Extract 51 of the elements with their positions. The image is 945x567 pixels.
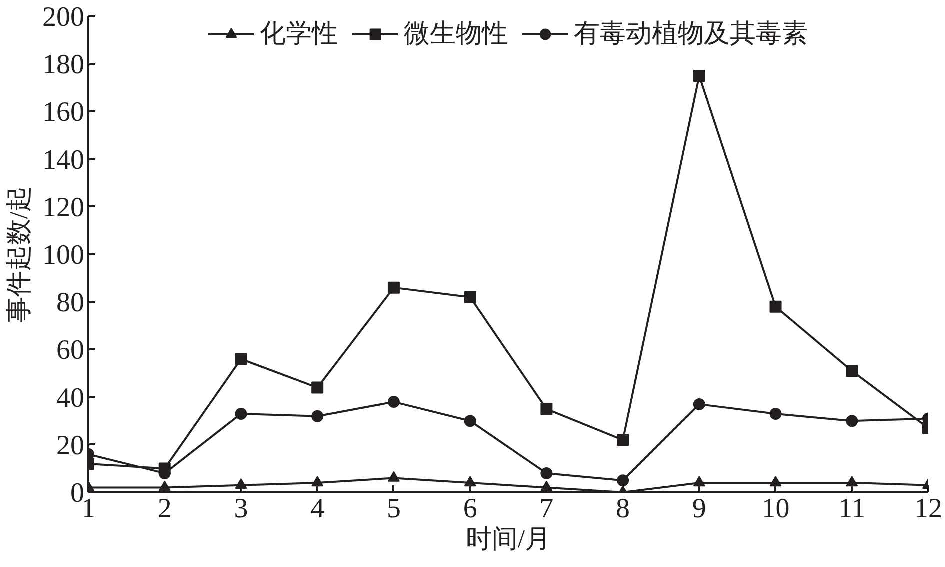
y-tick-label: 0: [70, 478, 84, 509]
point: [617, 434, 630, 446]
legend-label: 微生物性: [404, 18, 508, 50]
x-tick-label: 6: [463, 494, 478, 524]
y-tick-label: 160: [42, 97, 84, 128]
point: [846, 415, 858, 428]
point: [312, 476, 324, 487]
point: [770, 300, 782, 313]
point: [693, 398, 706, 410]
point: [693, 70, 706, 82]
point: [464, 415, 476, 428]
point: [388, 396, 400, 408]
point: [464, 476, 476, 487]
y-axis-title: 事件起数/起: [4, 186, 34, 324]
x-tick-label: 5: [386, 494, 401, 524]
y-tick-label: 140: [42, 144, 84, 176]
point: [770, 476, 782, 487]
x-axis-title: 时间/月: [466, 524, 552, 554]
x-tick-label: 4: [310, 494, 325, 524]
y-tick-label: 20: [56, 430, 84, 462]
point: [312, 382, 324, 394]
point: [388, 282, 400, 294]
point: [617, 474, 630, 487]
point: [693, 476, 706, 487]
x-tick-label: 7: [540, 494, 554, 524]
y-tick-label: 80: [56, 288, 84, 319]
x-tick-label: 12: [914, 494, 942, 524]
point: [312, 410, 324, 422]
point: [235, 353, 248, 366]
x-tick-label: 10: [762, 494, 790, 524]
y-tick-label: 180: [42, 50, 84, 81]
y-tick-label: 100: [42, 240, 84, 271]
y-tick-label: 200: [42, 2, 84, 33]
legend-label: 化学性: [260, 18, 338, 50]
x-tick-label: 3: [234, 494, 248, 524]
x-tick-label: 11: [838, 494, 866, 524]
y-tick-label: 60: [56, 335, 84, 366]
point: [846, 476, 858, 487]
point: [235, 408, 248, 420]
y-tick-label: 40: [56, 382, 84, 414]
y-tick-label: 120: [42, 192, 84, 224]
point: [540, 467, 553, 480]
x-tick-label: 9: [692, 494, 706, 524]
x-tick-label: 2: [158, 494, 172, 524]
point: [846, 365, 858, 378]
point: [770, 408, 782, 420]
point: [540, 403, 553, 416]
legend-label: 有毒动植物及其毒素: [574, 18, 808, 50]
x-tick-label: 8: [616, 494, 630, 524]
point: [388, 471, 400, 482]
point: [464, 291, 476, 304]
